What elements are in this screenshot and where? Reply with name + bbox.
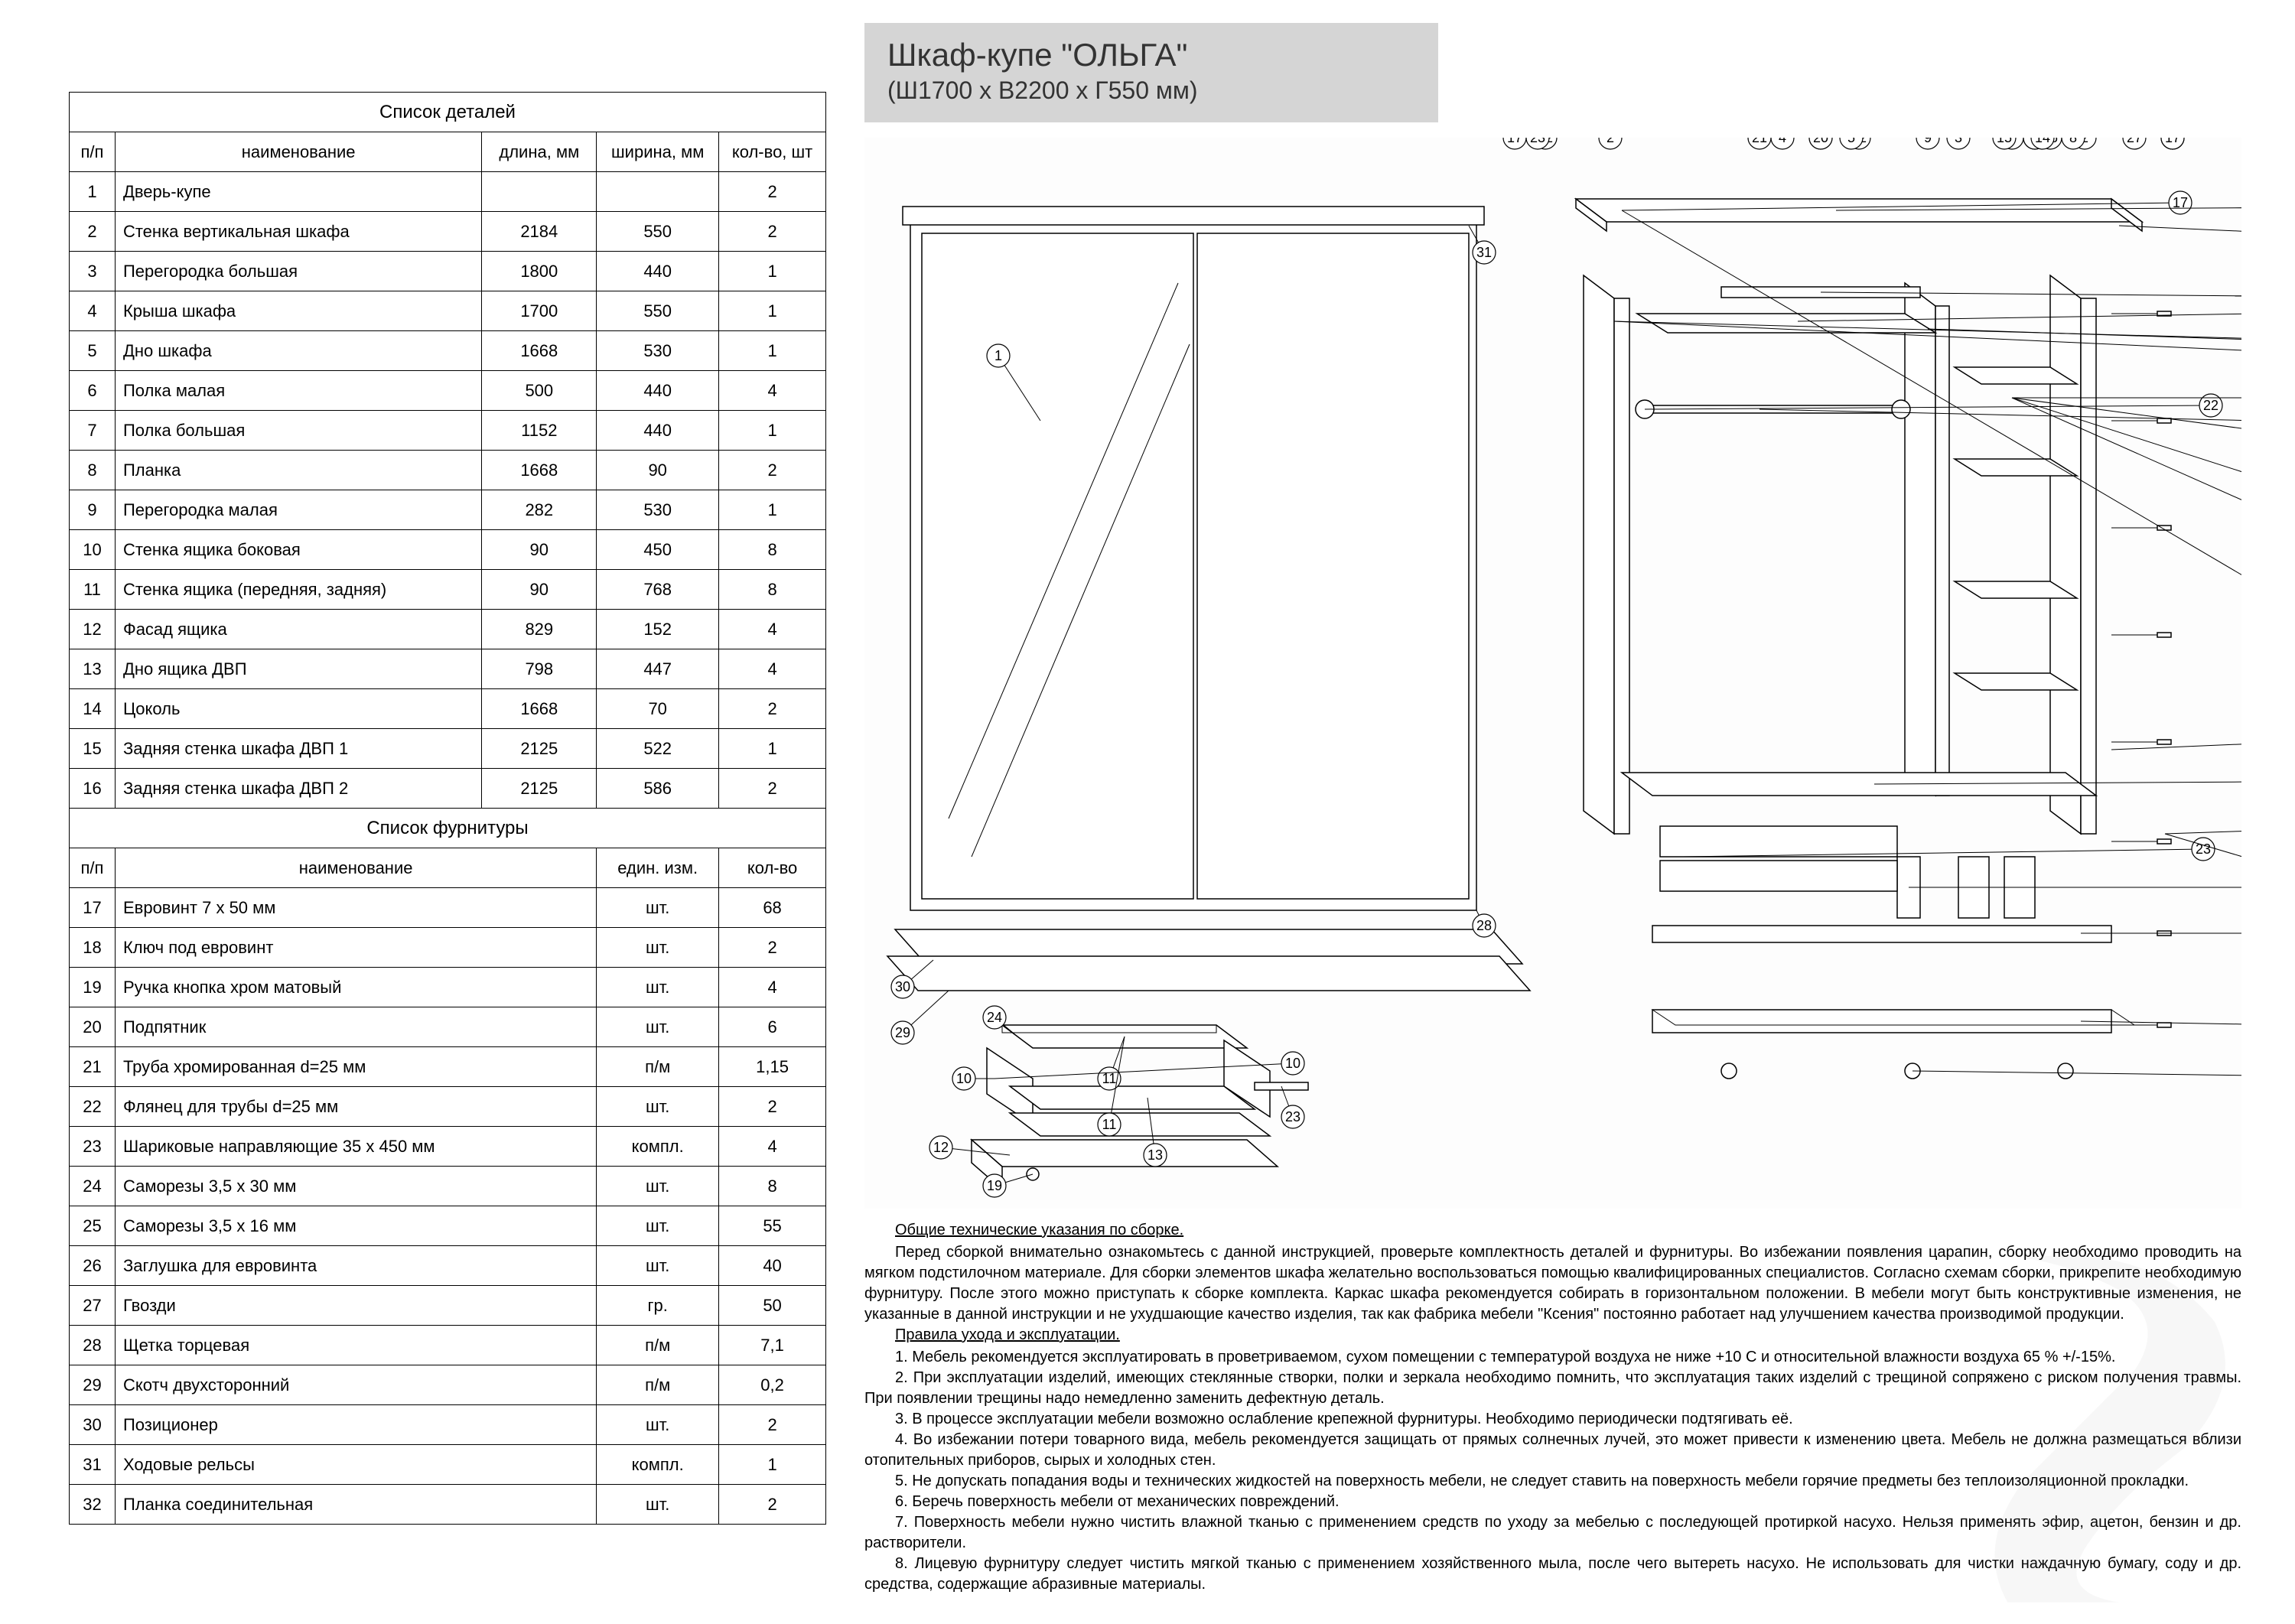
hardware-table-title: Список фурнитуры bbox=[70, 809, 826, 848]
svg-text:9: 9 bbox=[1924, 138, 1932, 145]
tables-column: Список деталей п/п наименование длина, м… bbox=[69, 92, 826, 1525]
svg-text:22: 22 bbox=[2203, 398, 2218, 413]
product-dimensions: (Ш1700 х В2200 х Г550 мм) bbox=[887, 76, 1415, 105]
table-row: 20Подпятникшт.6 bbox=[70, 1007, 826, 1047]
hardware-header-row: п/п наименование един. изм. кол-во bbox=[70, 848, 826, 888]
svg-text:24: 24 bbox=[987, 1010, 1002, 1025]
rule-8: 8. Лицевую фурнитуру следует чистить мяг… bbox=[864, 1554, 2241, 1595]
table-row: 32Планка соединительнаяшт.2 bbox=[70, 1485, 826, 1525]
svg-text:21: 21 bbox=[1752, 138, 1767, 145]
svg-text:29: 29 bbox=[895, 1025, 910, 1040]
table-row: 9Перегородка малая2825301 bbox=[70, 490, 826, 530]
table-row: 15Задняя стенка шкафа ДВП 121255221 bbox=[70, 729, 826, 769]
table-row: 1Дверь-купе2 bbox=[70, 172, 826, 212]
table-row: 6Полка малая5004404 bbox=[70, 371, 826, 411]
svg-text:8: 8 bbox=[2069, 138, 2077, 145]
svg-text:2: 2 bbox=[1606, 138, 1614, 145]
svg-text:13: 13 bbox=[1148, 1147, 1163, 1163]
table-row: 3Перегородка большая18004401 bbox=[70, 252, 826, 291]
table-row: 23Шариковые направляющие 35 х 450 ммкомп… bbox=[70, 1127, 826, 1167]
col-name: наименование bbox=[115, 132, 481, 172]
table-row: 27Гвоздигр.50 bbox=[70, 1286, 826, 1326]
svg-text:15: 15 bbox=[1997, 138, 2012, 145]
table-row: 13Дно ящика ДВП7984474 bbox=[70, 649, 826, 689]
svg-text:5: 5 bbox=[1847, 138, 1855, 145]
svg-text:12: 12 bbox=[933, 1140, 949, 1155]
svg-text:27: 27 bbox=[2127, 138, 2142, 145]
table-row: 18Ключ под евровинтшт.2 bbox=[70, 928, 826, 968]
table-row: 12Фасад ящика8291524 bbox=[70, 610, 826, 649]
table-row: 28Щетка торцеваяп/м7,1 bbox=[70, 1326, 826, 1365]
col-len: длина, мм bbox=[482, 132, 597, 172]
svg-text:17: 17 bbox=[1507, 138, 1522, 145]
table-row: 14Цоколь1668702 bbox=[70, 689, 826, 729]
hw-col-unit: един. изм. bbox=[597, 848, 719, 888]
assembly-text: Перед сборкой внимательно ознакомьтесь с… bbox=[864, 1242, 2241, 1325]
instructions-block: Общие технические указания по сборке. Пе… bbox=[864, 1220, 2241, 1595]
table-row: 7Полка большая11524401 bbox=[70, 411, 826, 451]
exploded-diagram: 1302931281742723232722216666526252391516… bbox=[864, 138, 2241, 1209]
parts-header-row: п/п наименование длина, мм ширина, мм ко… bbox=[70, 132, 826, 172]
svg-text:23: 23 bbox=[1285, 1109, 1300, 1124]
table-row: 31Ходовые рельсыкомпл.1 bbox=[70, 1445, 826, 1485]
table-row: 17Евровинт 7 х 50 ммшт.68 bbox=[70, 888, 826, 928]
rule-5: 5. Не допускать попадания воды и техниче… bbox=[864, 1471, 2241, 1492]
svg-text:28: 28 bbox=[1476, 918, 1492, 933]
table-row: 11Стенка ящика (передняя, задняя)907688 bbox=[70, 570, 826, 610]
table-row: 25Саморезы 3,5 х 16 ммшт.55 bbox=[70, 1206, 826, 1246]
col-wid: ширина, мм bbox=[597, 132, 719, 172]
svg-text:20: 20 bbox=[1813, 138, 1828, 145]
rule-6: 6. Беречь поверхность мебели от механиче… bbox=[864, 1492, 2241, 1512]
product-title: Шкаф-купе "ОЛЬГА" bbox=[887, 37, 1415, 73]
rule-4: 4. Во избежании потери товарного вида, м… bbox=[864, 1430, 2241, 1471]
table-row: 22Флянец для трубы d=25 ммшт.2 bbox=[70, 1087, 826, 1127]
hw-col-name: наименование bbox=[115, 848, 596, 888]
table-row: 26Заглушка для евровинташт.40 bbox=[70, 1246, 826, 1286]
table-row: 19Ручка кнопка хром матовыйшт.4 bbox=[70, 968, 826, 1007]
table-row: 21Труба хромированная d=25 ммп/м1,15 bbox=[70, 1047, 826, 1087]
care-heading: Правила ухода и эксплуатации. bbox=[864, 1325, 2241, 1346]
table-row: 29Скотч двухстороннийп/м0,2 bbox=[70, 1365, 826, 1405]
hw-col-n: п/п bbox=[70, 848, 116, 888]
svg-text:23: 23 bbox=[1530, 138, 1545, 145]
parts-table: Список деталей п/п наименование длина, м… bbox=[69, 92, 826, 1525]
rule-2: 2. При эксплуатации изделий, имеющих сте… bbox=[864, 1368, 2241, 1409]
svg-text:17: 17 bbox=[2165, 138, 2180, 145]
svg-text:10: 10 bbox=[1285, 1056, 1300, 1071]
table-row: 24Саморезы 3,5 х 30 ммшт.8 bbox=[70, 1167, 826, 1206]
hw-col-qty: кол-во bbox=[719, 848, 826, 888]
svg-text:4: 4 bbox=[1779, 138, 1786, 145]
rule-7: 7. Поверхность мебели нужно чистить влаж… bbox=[864, 1512, 2241, 1554]
assembly-heading: Общие технические указания по сборке. bbox=[864, 1220, 2241, 1241]
table-row: 2Стенка вертикальная шкафа21845502 bbox=[70, 212, 826, 252]
rule-3: 3. В процессе эксплуатации мебели возмож… bbox=[864, 1409, 2241, 1430]
svg-text:19: 19 bbox=[987, 1178, 1002, 1193]
table-row: 4Крыша шкафа17005501 bbox=[70, 291, 826, 331]
svg-text:10: 10 bbox=[956, 1071, 972, 1086]
col-qty: кол-во, шт bbox=[719, 132, 826, 172]
col-n: п/п bbox=[70, 132, 116, 172]
table-row: 30Позиционершт.2 bbox=[70, 1405, 826, 1445]
svg-text:31: 31 bbox=[1476, 245, 1492, 260]
table-row: 16Задняя стенка шкафа ДВП 221255862 bbox=[70, 769, 826, 809]
table-row: 8Планка1668902 bbox=[70, 451, 826, 490]
svg-text:30: 30 bbox=[895, 979, 910, 994]
svg-text:14: 14 bbox=[2035, 138, 2050, 145]
title-box: Шкаф-купе "ОЛЬГА" (Ш1700 х В2200 х Г550 … bbox=[864, 23, 1438, 122]
parts-table-title: Список деталей bbox=[70, 93, 826, 132]
svg-text:11: 11 bbox=[1102, 1117, 1117, 1132]
svg-text:1: 1 bbox=[994, 348, 1002, 363]
svg-text:3: 3 bbox=[1955, 138, 1962, 145]
rule-1: 1. Мебель рекомендуется эксплуатировать … bbox=[864, 1347, 2241, 1368]
table-row: 5Дно шкафа16685301 bbox=[70, 331, 826, 371]
table-row: 10Стенка ящика боковая904508 bbox=[70, 530, 826, 570]
